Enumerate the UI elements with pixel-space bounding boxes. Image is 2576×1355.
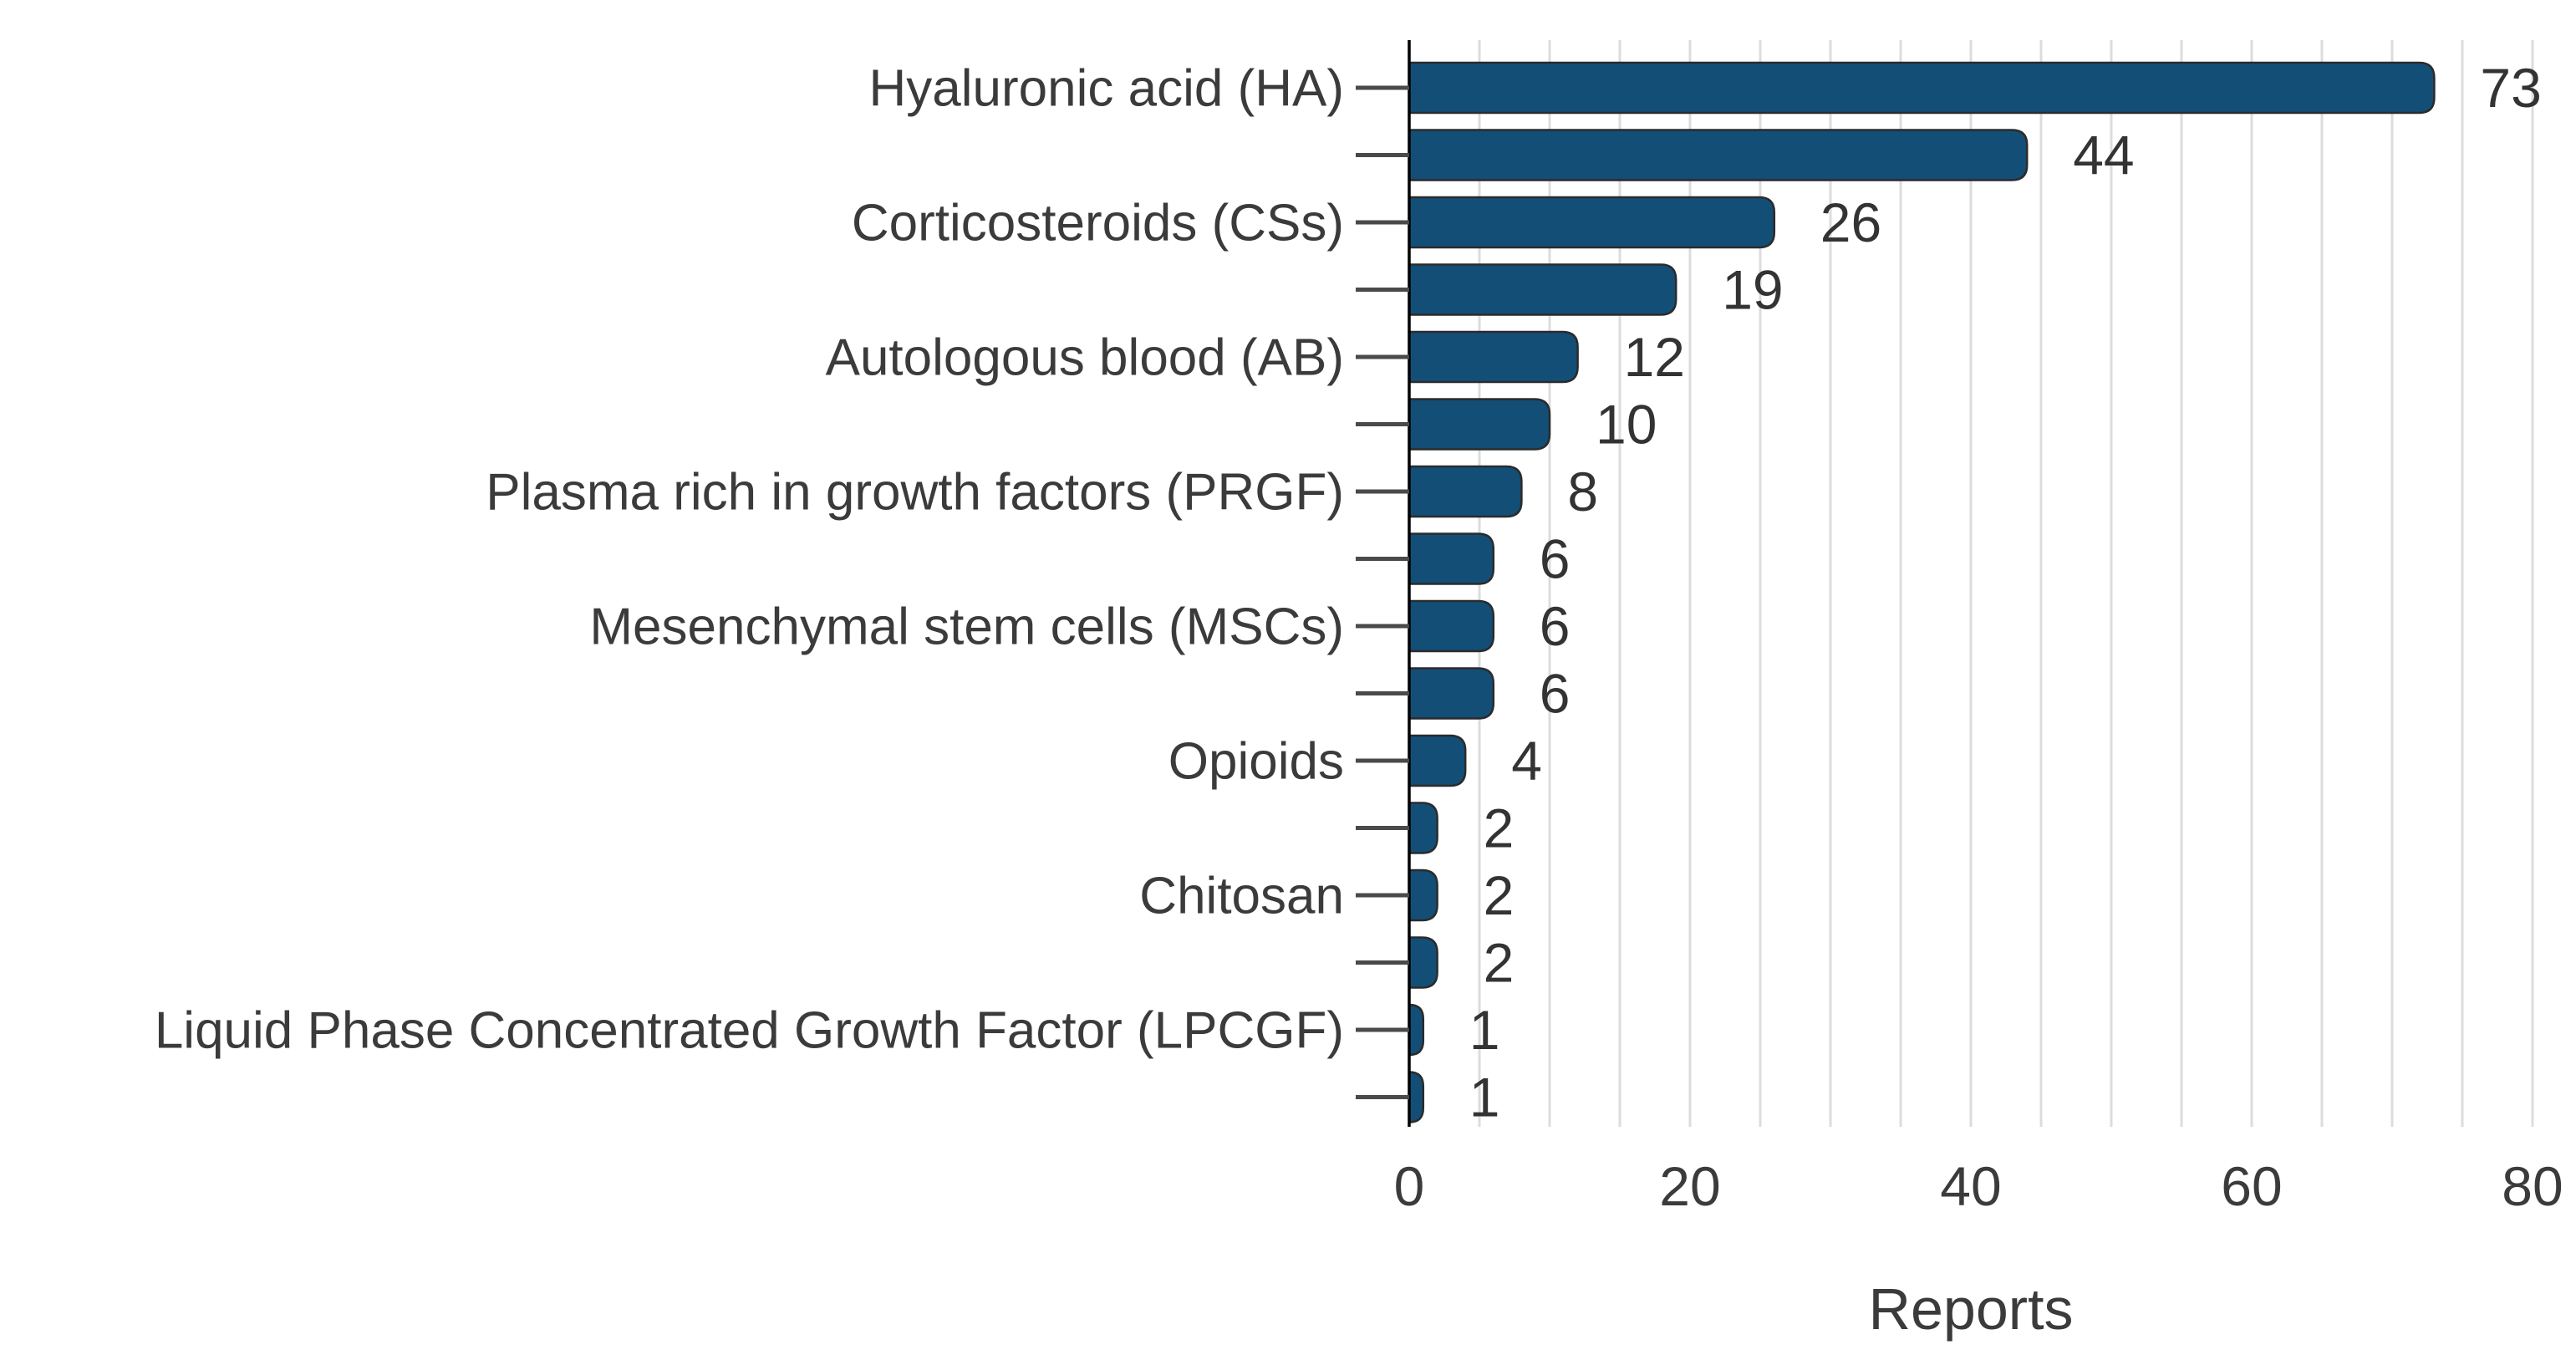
bar <box>1408 61 2436 115</box>
category-label: Autologous blood (AB) <box>826 329 1344 387</box>
bar <box>1408 1003 1425 1057</box>
bar-value-label: 44 <box>2073 125 2134 186</box>
category-label: Hyaluronic acid (HA) <box>868 60 1344 118</box>
x-tick-label: 40 <box>1940 1155 2001 1217</box>
bar <box>1408 398 1551 451</box>
x-tick-labels: 0 20 40 60 80 <box>1394 1155 2563 1217</box>
bar <box>1408 936 1438 989</box>
bar <box>1408 802 1438 854</box>
x-tick-label: 0 <box>1394 1155 1425 1217</box>
bar-value-label: 4 <box>1511 730 1542 792</box>
category-label: Plasma rich in growth factors (PRGF) <box>486 464 1344 522</box>
x-axis-title: Reports <box>1868 1276 2073 1342</box>
category-label: Liquid Phase Concentrated Growth Factor … <box>155 1002 1344 1060</box>
bar <box>1408 465 1523 518</box>
bar-value-label: 12 <box>1624 326 1685 388</box>
bar <box>1408 196 1776 249</box>
bars <box>1408 61 2436 1123</box>
bar-value-label: 10 <box>1596 394 1657 456</box>
bar <box>1408 1071 1425 1123</box>
bar-value-label: 2 <box>1484 864 1515 926</box>
bar-value-label: 6 <box>1540 595 1571 657</box>
bar-value-label: 73 <box>2480 57 2541 119</box>
bar-value-label: 6 <box>1540 663 1571 725</box>
x-tick-label: 80 <box>2502 1155 2563 1217</box>
bar <box>1408 129 2029 181</box>
bar <box>1408 532 1495 585</box>
bar-value-label: 2 <box>1484 932 1515 994</box>
bar-value-label: 26 <box>1820 191 1881 253</box>
x-tick-label: 60 <box>2221 1155 2282 1217</box>
bar <box>1408 599 1495 653</box>
bar <box>1408 330 1579 384</box>
bar <box>1408 263 1677 316</box>
gridlines <box>1478 40 2534 1127</box>
bar-value-label: 19 <box>1722 259 1783 321</box>
bar <box>1408 667 1495 720</box>
bar-value-label: 8 <box>1567 461 1598 522</box>
bar <box>1408 734 1467 787</box>
y-axis <box>1356 40 1411 1127</box>
bar-value-label: 6 <box>1540 528 1571 590</box>
category-label: Corticosteroids (CSs) <box>852 195 1344 252</box>
x-tick-label: 20 <box>1659 1155 1720 1217</box>
category-labels: Hyaluronic acid (HA) Corticosteroids (CSs… <box>155 60 1344 1060</box>
category-label: Chitosan <box>1139 868 1344 925</box>
bar-value-label: 1 <box>1469 999 1500 1061</box>
category-label: Opioids <box>1168 733 1344 791</box>
bar-value-label: 1 <box>1469 1067 1500 1128</box>
bar <box>1408 869 1438 922</box>
category-label: Mesenchymal stem cells (MSCs) <box>589 599 1344 656</box>
bar-value-label: 2 <box>1484 797 1515 859</box>
